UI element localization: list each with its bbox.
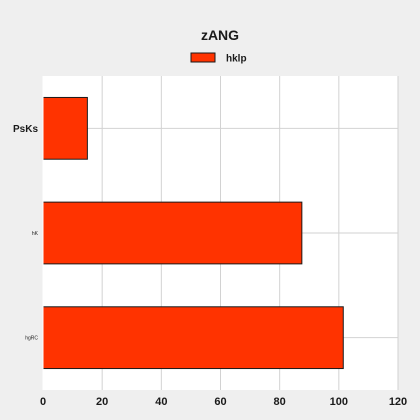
legend-swatch	[190, 52, 216, 63]
chart-title: zANG	[201, 27, 239, 43]
bars	[42, 96, 344, 370]
x-tick-label: 0	[40, 396, 46, 408]
x-tick-label: 80	[274, 396, 286, 408]
bar-hgrc	[42, 306, 344, 370]
y-tick-label: hK	[32, 231, 39, 237]
y-tick-label: hgRC	[25, 335, 38, 341]
x-tick-label: 100	[330, 396, 348, 408]
x-tick-label: 60	[214, 396, 226, 408]
y-axis-ticks: PsKs hK hgRC	[13, 124, 39, 342]
x-tick-label: 20	[96, 396, 108, 408]
x-axis-ticks: 0 20 40 60 80 100 120	[40, 396, 407, 408]
legend: hklp	[190, 52, 247, 65]
x-tick-label: 120	[389, 396, 407, 408]
bar-psks	[42, 96, 88, 160]
x-tick-label: 40	[155, 396, 167, 408]
legend-label: hklp	[226, 54, 247, 65]
y-tick-label: PsKs	[13, 124, 38, 135]
bar-hk	[42, 201, 303, 265]
